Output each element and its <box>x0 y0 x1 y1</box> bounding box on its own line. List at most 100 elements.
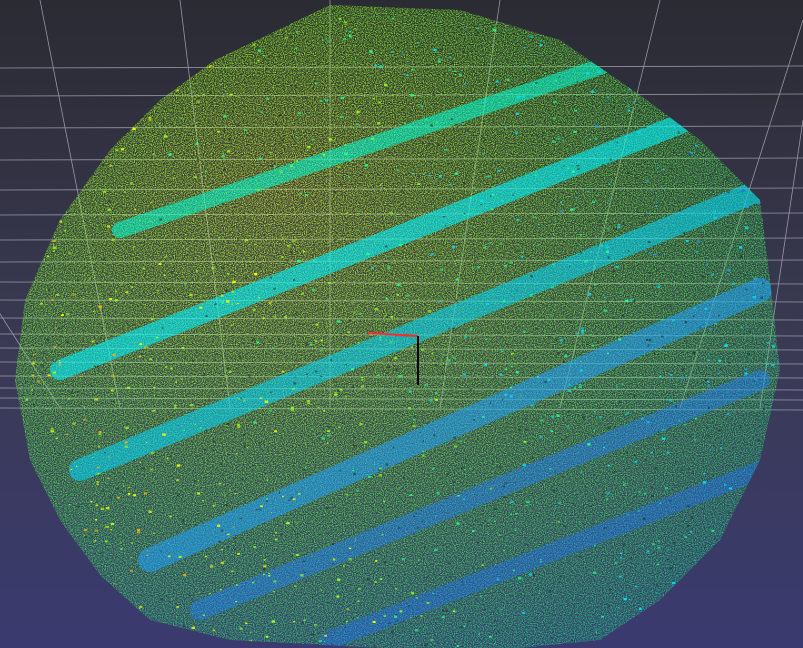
cloud-point <box>117 496 120 499</box>
cloud-point <box>665 487 668 489</box>
cloud-point <box>472 267 475 270</box>
cloud-point <box>146 554 149 556</box>
cloud-gap <box>249 76 251 78</box>
cloud-gap <box>301 622 303 625</box>
cloud-point <box>452 610 456 613</box>
cloud-gap <box>556 201 560 203</box>
cloud-gap <box>413 515 415 518</box>
cloud-point <box>661 187 664 190</box>
cloud-gap <box>59 313 62 315</box>
cloud-point <box>338 426 341 429</box>
cloud-gap <box>618 401 622 403</box>
cloud-gap <box>495 633 498 635</box>
cloud-gap <box>451 327 455 330</box>
cloud-gap <box>266 89 270 92</box>
cloud-point <box>152 153 156 156</box>
cloud-gap <box>704 379 708 382</box>
cloud-point <box>706 384 710 387</box>
cloud-point <box>539 54 541 56</box>
cloud-gap <box>563 53 566 56</box>
cloud-point <box>284 316 288 319</box>
cloud-point <box>225 67 227 69</box>
cloud-point <box>170 357 172 358</box>
cloud-point <box>258 297 260 299</box>
cloud-gap <box>25 381 28 383</box>
cloud-gap <box>289 251 293 253</box>
cloud-gap <box>423 546 425 549</box>
cloud-gap <box>194 480 197 483</box>
cloud-point <box>349 160 352 162</box>
cloud-point <box>348 558 352 561</box>
cloud-gap <box>139 124 142 126</box>
cloud-point <box>431 353 434 355</box>
cloud-gap <box>204 85 207 88</box>
cloud-point <box>518 577 522 580</box>
cloud-gap <box>205 314 208 317</box>
cloud-point <box>158 125 161 127</box>
cloud-gap <box>608 426 611 430</box>
cloud-point <box>395 588 398 590</box>
cloud-point <box>626 514 629 516</box>
cloud-point <box>372 620 376 623</box>
cloud-point <box>304 467 307 469</box>
cloud-point <box>165 235 167 237</box>
cloud-gap <box>210 66 213 68</box>
cloud-gap <box>275 123 278 126</box>
cloud-point <box>202 614 205 616</box>
cloud-point <box>523 65 526 68</box>
cloud-point <box>290 23 292 25</box>
cloud-point <box>434 398 438 401</box>
cloud-gap <box>147 520 150 522</box>
cloud-point <box>523 440 527 443</box>
cloud-gap <box>512 353 515 356</box>
cloud-gap <box>277 55 280 58</box>
cloud-point <box>709 448 712 451</box>
cloud-point <box>665 349 668 351</box>
cloud-gap <box>627 171 630 175</box>
cloud-point <box>300 574 304 577</box>
cloud-point <box>320 589 323 591</box>
cloud-gap <box>267 260 269 262</box>
cloud-point <box>212 629 215 632</box>
cloud-point <box>646 421 650 424</box>
cloud-point <box>657 284 660 286</box>
cloud-point <box>672 319 675 322</box>
cloud-gap <box>294 376 296 378</box>
cloud-gap <box>67 212 69 214</box>
cloud-point <box>662 168 665 171</box>
cloud-point <box>578 521 580 523</box>
cloud-point <box>606 227 610 230</box>
cloud-point <box>532 97 535 99</box>
cloud-gap <box>601 164 605 166</box>
cloud-gap <box>473 259 477 262</box>
cloud-point <box>627 105 630 107</box>
cloud-gap <box>612 270 616 273</box>
cloud-point <box>480 595 482 597</box>
cloud-point <box>475 315 477 316</box>
cloud-gap <box>466 173 468 176</box>
cloud-gap <box>328 146 330 149</box>
cloud-gap <box>385 293 387 296</box>
cloud-point <box>356 490 359 492</box>
cloud-gap <box>169 455 172 458</box>
cloud-gap <box>577 131 580 134</box>
cloud-point <box>237 423 240 426</box>
cloud-stripe <box>50 110 700 380</box>
cloud-point <box>324 634 327 637</box>
cloud-gap <box>593 385 595 387</box>
cloud-gap <box>563 360 566 363</box>
cloud-point <box>301 292 304 295</box>
cloud-gap <box>93 365 97 367</box>
cloud-point <box>354 538 356 540</box>
cloud-gap <box>701 275 704 278</box>
cloud-gap <box>236 124 240 127</box>
cloud-point <box>353 319 355 321</box>
cloud-gap <box>433 434 436 437</box>
cloud-point <box>92 311 95 312</box>
cloud-point <box>235 584 238 586</box>
cloud-point <box>124 445 128 448</box>
cloud-gap <box>340 182 343 185</box>
cloud-point <box>674 383 677 385</box>
